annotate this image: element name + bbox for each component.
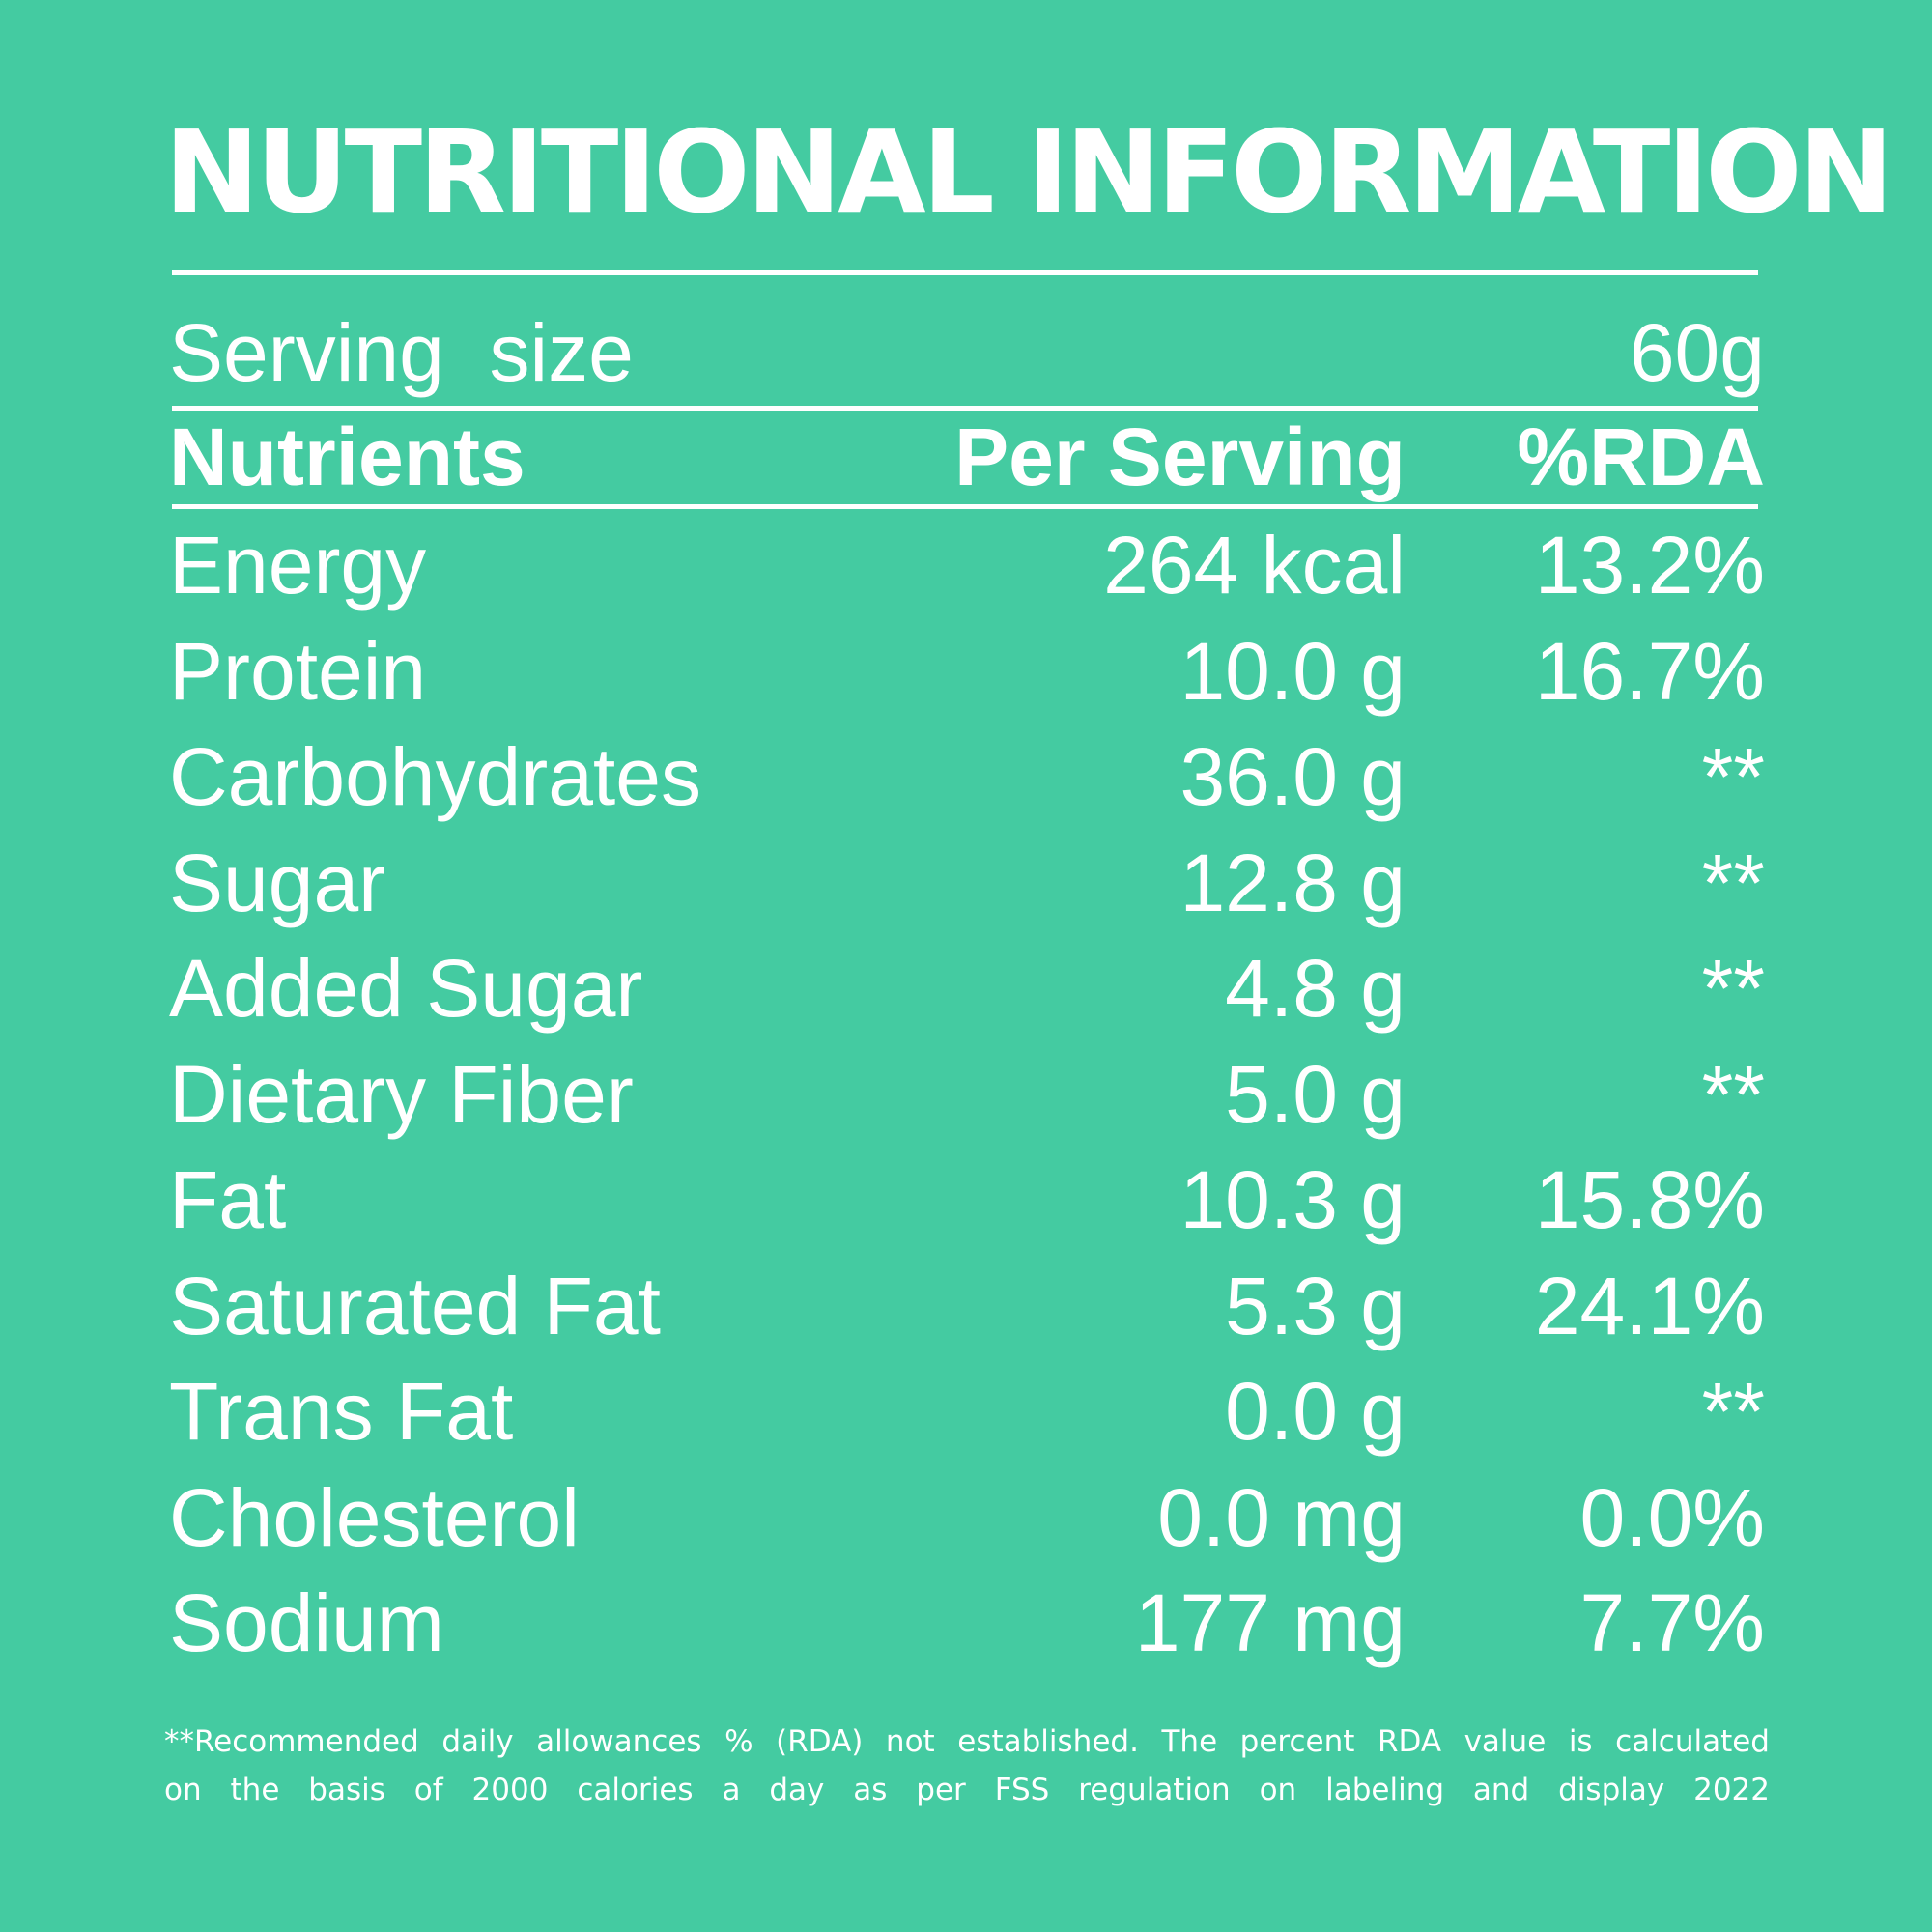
nutrient-per-serving: 264 kcal [1103,520,1406,611]
nutrient-rda: 0.0% [1579,1471,1765,1563]
nutrient-per-serving: 177 mg [1134,1577,1406,1668]
nutrient-per-serving: 12.8 g [1179,837,1406,928]
table-row: Sugar 12.8 g ** [169,830,1765,936]
nutrient-name: Saturated Fat [169,1260,661,1351]
nutrient-name: Carbohydrates [169,731,701,822]
nutrient-per-serving: 5.3 g [1225,1260,1406,1351]
table-row: Cholesterol 0.0 mg 0.0% [169,1464,1765,1571]
nutrient-name: Sugar [169,837,386,928]
nutrient-per-serving: 0.0 g [1225,1366,1406,1457]
nutrient-rda: 24.1% [1534,1260,1765,1351]
table-row: Sodium 177 mg 7.7% [169,1570,1765,1676]
footnote-line-1: **Recommended daily allowances % (RDA) n… [164,1724,1770,1759]
nutrient-table: Energy 264 kcal 13.2% Protein 10.0 g 16.… [0,512,1932,1700]
serving-size-row: Serving size 60g [169,299,1765,406]
table-row: Fat 10.3 g 15.8% [169,1147,1765,1253]
nutrient-rda: 7.7% [1579,1577,1765,1668]
top-divider [172,270,1758,275]
nutrient-name: Fat [169,1154,287,1245]
nutrient-name: Dietary Fiber [169,1048,634,1140]
nutrient-name: Cholesterol [169,1471,580,1563]
table-row: Energy 264 kcal 13.2% [169,512,1765,618]
table-row: Carbohydrates 36.0 g ** [169,724,1765,830]
table-row: Added Sugar 4.8 g ** [169,935,1765,1041]
nutrient-name: Sodium [169,1577,444,1668]
table-row: Dietary Fiber 5.0 g ** [169,1041,1765,1148]
header-divider [172,504,1758,509]
nutrient-rda: ** [1701,1048,1765,1140]
serving-size-value: 60g [1629,307,1765,398]
header-nutrients: Nutrients [169,412,526,502]
nutrient-name: Energy [169,520,427,611]
nutrient-per-serving: 10.0 g [1179,625,1406,717]
header-per-serving: Per Serving [954,412,1406,502]
nutrient-rda: ** [1701,837,1765,928]
nutrient-rda: 13.2% [1534,520,1765,611]
serving-divider [172,406,1758,411]
nutrient-per-serving: 10.3 g [1179,1154,1406,1245]
nutrient-per-serving: 36.0 g [1179,731,1406,822]
table-row: Trans Fat 0.0 g ** [169,1358,1765,1464]
nutrient-per-serving: 0.0 mg [1157,1471,1406,1563]
nutrient-name: Protein [169,625,427,717]
nutrient-rda: ** [1701,1366,1765,1457]
nutrient-rda: ** [1701,943,1765,1034]
nutrient-per-serving: 4.8 g [1225,943,1406,1034]
footnote: **Recommended daily allowances % (RDA) n… [164,1718,1770,1814]
serving-size-label: Serving size [169,307,634,398]
header-rda: %RDA [1517,412,1765,502]
table-row: Protein 10.0 g 16.7% [169,618,1765,724]
footnote-line-2: on the basis of 2000 calories a day as p… [164,1773,1770,1807]
nutrient-rda: ** [1701,731,1765,822]
page-title: NUTRITIONAL INFORMATION [164,105,1893,239]
table-header: Nutrients Per Serving %RDA [169,404,1765,510]
nutrient-rda: 16.7% [1534,625,1765,717]
nutrient-rda: 15.8% [1534,1154,1765,1245]
nutrient-per-serving: 5.0 g [1225,1048,1406,1140]
table-row: Saturated Fat 5.3 g 24.1% [169,1253,1765,1359]
nutrient-name: Added Sugar [169,943,643,1034]
nutrient-name: Trans Fat [169,1366,514,1457]
